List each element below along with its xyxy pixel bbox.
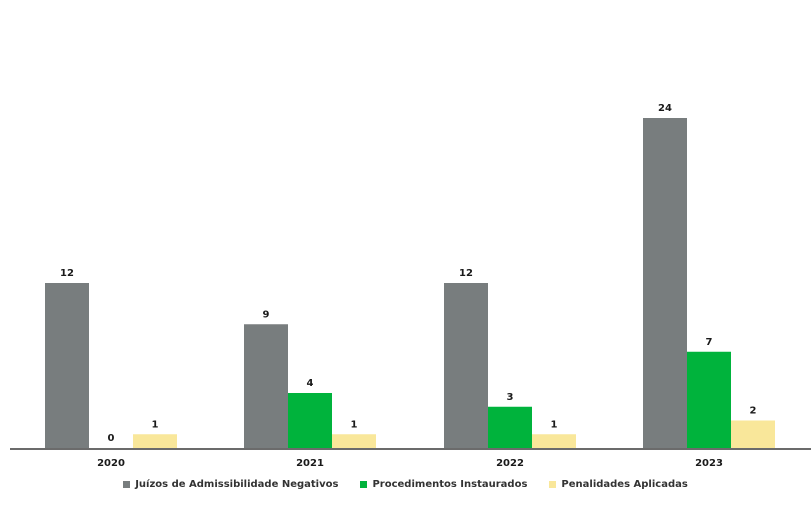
legend-item-series-1: Procedimentos Instaurados	[360, 479, 527, 490]
x-tick-labels-group: 2020 2021 2022 2023	[97, 458, 723, 469]
bar-2023-series-0	[643, 118, 687, 448]
value-label-2021-series-1: 4	[307, 378, 314, 389]
legend-label-series-1: Procedimentos Instaurados	[372, 479, 527, 490]
value-label-2023-series-0: 24	[658, 103, 672, 114]
value-label-2022-series-0: 12	[459, 268, 473, 279]
value-label-2023-series-2: 2	[750, 406, 757, 417]
x-tick-label-2023: 2023	[695, 458, 723, 469]
legend-label-series-2: Penalidades Aplicadas	[561, 479, 687, 490]
legend-item-series-2: Penalidades Aplicadas	[549, 479, 687, 490]
x-tick-label-2020: 2020	[97, 458, 125, 469]
bar-2023-series-2	[731, 421, 775, 449]
bar-2021-series-0	[244, 324, 288, 448]
legend-swatch-series-2	[549, 481, 556, 488]
value-label-2023-series-1: 7	[706, 337, 713, 348]
legend-swatch-series-1	[360, 481, 367, 488]
x-tick-label-2022: 2022	[496, 458, 524, 469]
value-label-2022-series-1: 3	[507, 392, 514, 403]
bar-2022-series-0	[444, 283, 488, 448]
bar-2021-series-1	[288, 393, 332, 448]
legend-swatch-series-0	[123, 481, 130, 488]
value-label-2020-series-2: 1	[152, 419, 159, 430]
value-label-2021-series-0: 9	[263, 309, 270, 320]
bar-2023-series-1	[687, 352, 731, 448]
legend: Juízos de Admissibilidade Negativos Proce…	[0, 479, 811, 490]
x-tick-label-2021: 2021	[296, 458, 324, 469]
value-label-2020-series-0: 12	[60, 268, 74, 279]
legend-item-series-0: Juízos de Admissibilidade Negativos	[123, 479, 338, 490]
bar-2020-series-0	[45, 283, 89, 448]
value-label-2020-series-1: 0	[108, 433, 115, 444]
value-label-2021-series-2: 1	[351, 419, 358, 430]
bar-2021-series-2	[332, 434, 376, 448]
bar-2022-series-1	[488, 407, 532, 448]
bars-group	[45, 118, 775, 448]
bar-2020-series-2	[133, 434, 177, 448]
bar-2022-series-2	[532, 434, 576, 448]
value-label-2022-series-2: 1	[551, 419, 558, 430]
legend-label-series-0: Juízos de Admissibilidade Negativos	[135, 479, 338, 490]
